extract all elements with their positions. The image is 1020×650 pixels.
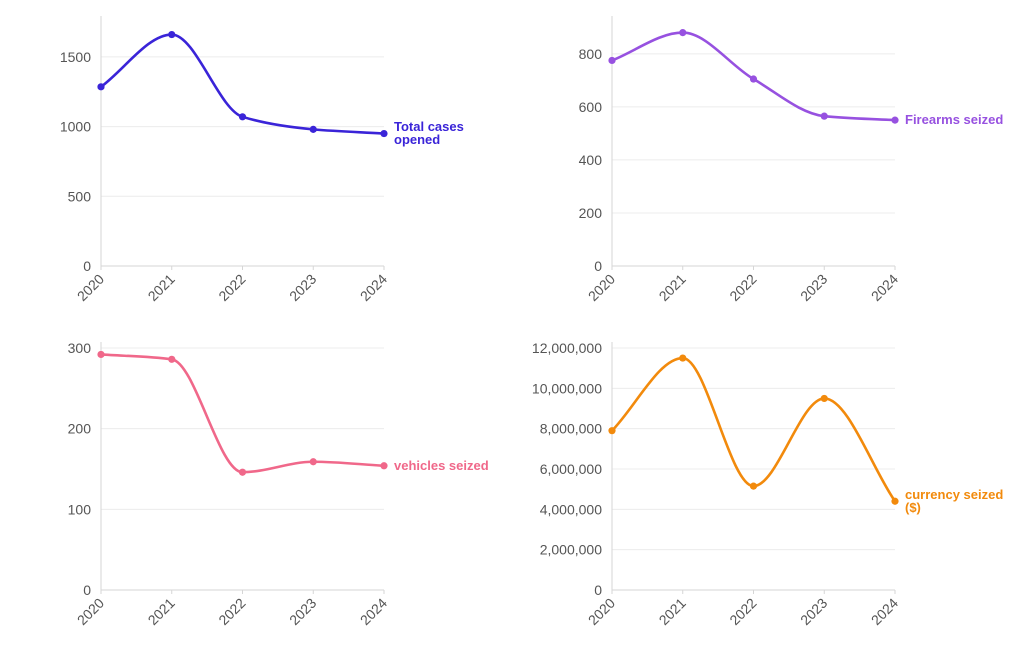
data-point-2021: [679, 29, 687, 37]
x-tick-label: 2023: [797, 271, 830, 304]
x-tick-label: 2022: [215, 595, 248, 628]
data-point-2021: [168, 30, 176, 39]
x-tick-label: 2023: [286, 595, 319, 628]
x-tick-label: 2022: [726, 595, 759, 628]
data-point-2023: [309, 125, 317, 133]
data-point-2020: [97, 350, 105, 359]
y-tick-label: 0: [83, 582, 91, 598]
data-point-2023: [309, 458, 317, 466]
y-tick-label: 4,000,000: [540, 501, 602, 517]
y-tick-label: 200: [68, 421, 92, 437]
x-tick-label: 2022: [726, 271, 759, 304]
data-point-2020: [97, 83, 105, 91]
y-tick-label: 1000: [60, 119, 91, 135]
data-point-2024: [891, 116, 899, 124]
y-tick-label: 800: [579, 46, 603, 62]
chart-panel-2: 0 100 200 300 2020 2021 2022 2023 2024 vehicles s…: [68, 340, 489, 628]
x-tick-label: 2020: [74, 595, 107, 628]
x-tick-label: 2024: [357, 595, 390, 628]
x-tick-label: 2024: [868, 595, 901, 628]
data-point-2020: [608, 56, 616, 65]
series-line: [99, 353, 386, 474]
data-point-2023: [820, 112, 828, 120]
series-label: currency seized: [905, 487, 1003, 502]
data-point-2024: [380, 129, 388, 138]
data-point-2022: [749, 75, 758, 83]
data-point-2021: [679, 354, 687, 362]
chart-panel-1: 0 200 400 600 800 2020 2021 2022 2023 2024 Firearm…: [579, 16, 1003, 304]
data-point-2022: [238, 468, 247, 476]
y-tick-label: 6,000,000: [540, 461, 602, 477]
y-tick-label: 600: [579, 99, 603, 115]
x-tick-label: 2020: [585, 271, 618, 304]
x-tick-label: 2021: [656, 595, 689, 628]
x-tick-label: 2023: [286, 271, 319, 304]
series-label: vehicles seized: [394, 458, 489, 473]
y-tick-label: 100: [68, 501, 92, 517]
x-tick-label: 2021: [145, 595, 178, 628]
x-tick-label: 2024: [357, 271, 390, 304]
y-tick-label: 400: [579, 152, 603, 168]
y-tick-label: 2,000,000: [540, 542, 602, 558]
y-tick-label: 0: [594, 258, 602, 274]
y-tick-label: 0: [594, 582, 602, 598]
series-line: [610, 356, 897, 503]
data-point-2022: [749, 482, 758, 490]
series-line: [99, 33, 386, 135]
data-point-2024: [891, 497, 899, 505]
chart-panel-0: 0 500 1000 1500 2020 2021 2022 2023 2024 Total ca…: [60, 16, 464, 304]
x-tick-label: 2022: [215, 271, 248, 304]
series-label: opened: [394, 132, 440, 147]
y-tick-label: 8,000,000: [540, 421, 602, 437]
y-tick-label: 300: [68, 340, 92, 356]
x-tick-label: 2020: [74, 271, 107, 304]
data-point-2020: [608, 427, 616, 435]
series-label: Firearms seized: [905, 112, 1003, 127]
series-label: Total cases: [394, 119, 464, 134]
y-tick-label: 500: [68, 188, 92, 204]
y-tick-label: 1500: [60, 49, 91, 65]
x-tick-label: 2021: [145, 271, 178, 304]
x-tick-label: 2021: [656, 271, 689, 304]
series-label: ($): [905, 500, 921, 515]
x-tick-label: 2023: [797, 595, 830, 628]
data-point-2024: [380, 462, 388, 470]
chart-panel-3: 0 2,000,000 4,000,000 6,000,000 8,000,000 10,…: [532, 340, 1003, 628]
y-tick-label: 200: [579, 205, 603, 221]
y-tick-label: 0: [83, 258, 91, 274]
data-point-2023: [820, 394, 828, 403]
y-tick-label: 10,000,000: [532, 380, 602, 396]
x-tick-label: 2024: [868, 271, 901, 304]
y-tick-label: 12,000,000: [532, 340, 602, 356]
data-point-2021: [168, 355, 176, 363]
x-tick-label: 2020: [585, 595, 618, 628]
data-point-2022: [238, 113, 247, 121]
